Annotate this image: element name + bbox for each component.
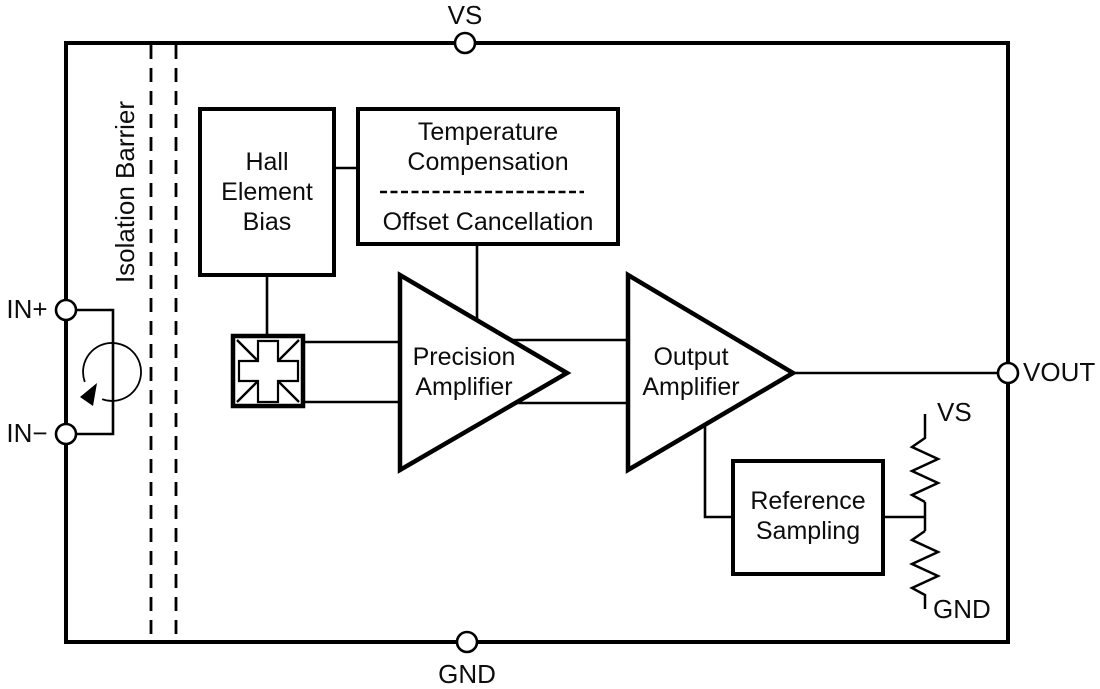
- pin-label-in-minus: IN−: [6, 418, 48, 448]
- pin-inminus-circle: [54, 422, 78, 446]
- resistor-bottom: [909, 529, 941, 609]
- hall-element-bias-box: [198, 107, 336, 277]
- pin-label-vout: VOUT: [1023, 357, 1096, 387]
- wire-output-refsampling: [703, 400, 733, 519]
- hall-cross-icon: [237, 339, 300, 404]
- precision-amplifier-label: Precision Amplifier: [412, 343, 516, 401]
- pin-vout-circle: [996, 361, 1020, 385]
- precision-amplifier-triangle: [397, 271, 572, 474]
- pin-label-in-plus: IN+: [6, 294, 48, 324]
- wire-input-loop: [76, 308, 115, 436]
- offset-cancellation-label: Offset Cancellation: [382, 208, 594, 236]
- pin-vs-circle: [453, 31, 477, 55]
- ic-boundary-box: [64, 41, 1010, 644]
- pin-inplus-circle: [54, 298, 78, 322]
- reference-sampling-label: Reference Sampling: [750, 487, 866, 545]
- output-amplifier-triangle: [625, 271, 798, 474]
- current-direction-arrow: [80, 342, 142, 406]
- isolation-barrier-dashes: [149, 45, 178, 640]
- divider-label-vs: VS: [937, 397, 972, 427]
- reference-sampling-box: [731, 459, 885, 576]
- resistor-top: [909, 414, 941, 504]
- divider-label-gnd: GND: [933, 594, 991, 624]
- pin-label-vs: VS: [447, 0, 483, 30]
- resistor-divider: [909, 414, 941, 609]
- pin-label-gnd: GND: [438, 659, 496, 689]
- output-amplifier-label: Output Amplifier: [642, 343, 740, 401]
- hall-element-symbol: [230, 333, 306, 409]
- pin-circles: [54, 31, 1020, 654]
- temperature-compensation-label: Temperature Compensation: [407, 118, 569, 176]
- hall-element-bias-label: Hall Element Bias: [221, 148, 313, 236]
- isolation-barrier-label: Isolation Barrier: [110, 100, 140, 284]
- temperature-compensation-box: [356, 107, 620, 246]
- pin-gnd-circle: [455, 630, 479, 654]
